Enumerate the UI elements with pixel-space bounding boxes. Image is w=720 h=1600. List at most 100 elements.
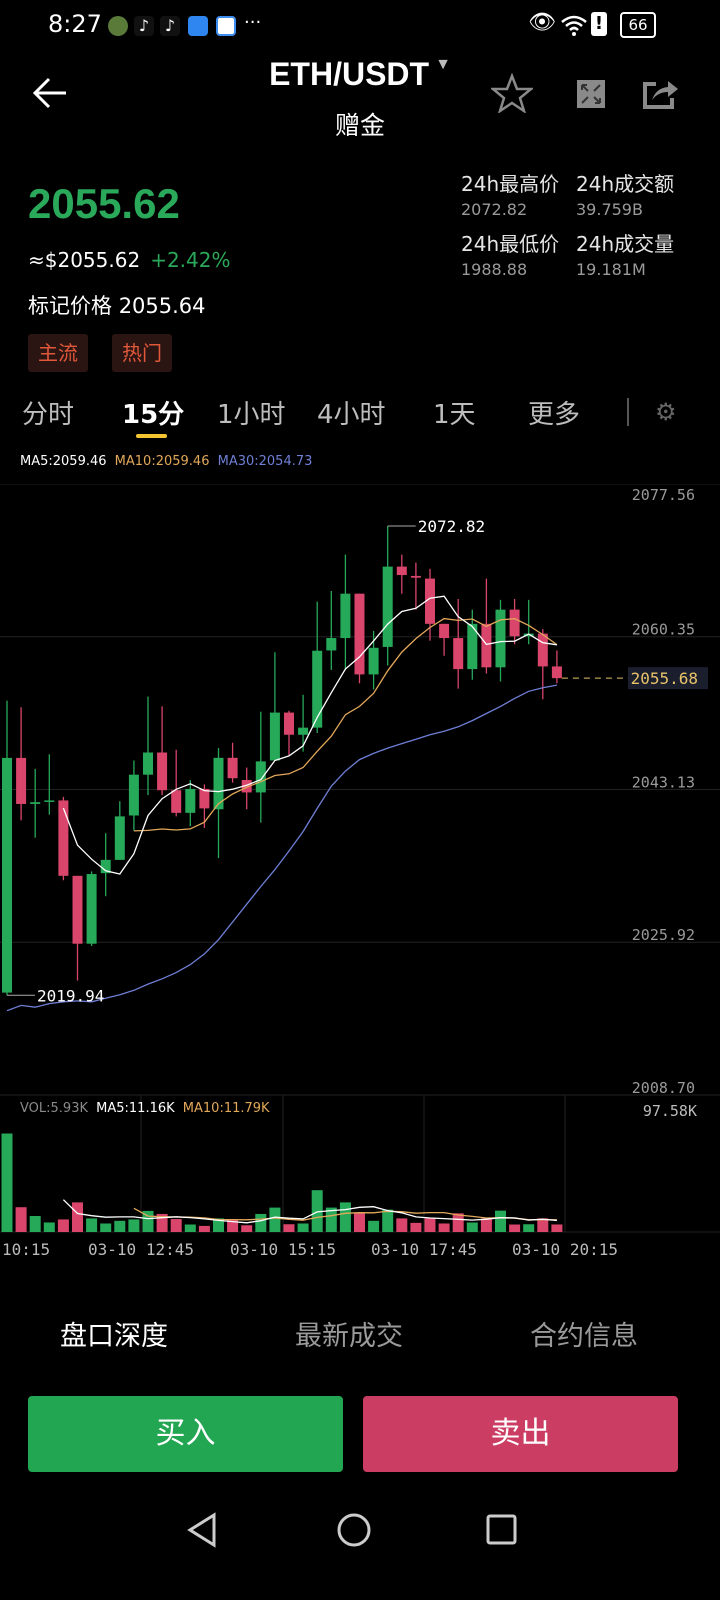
volume-bar — [269, 1207, 281, 1232]
candle-body — [340, 593, 351, 639]
stat-volume-label: 24h成交量 — [576, 232, 675, 256]
volume-legend: VOL:5.93K MA5:11.16K MA10:11.79K — [20, 1101, 270, 1116]
wifi-icon — [561, 15, 587, 36]
volume-bar — [466, 1222, 478, 1232]
candle-body — [171, 790, 182, 813]
volume-max-label: 97.58K — [643, 1102, 697, 1120]
back-arrow-icon[interactable] — [32, 76, 70, 110]
stat-low-value: 1988.88 — [461, 260, 528, 279]
battery-level: 66 — [628, 16, 648, 34]
candle-body — [227, 757, 238, 779]
stat-turnover-value: 39.759B — [576, 200, 643, 219]
tab-15m[interactable]: 15分 — [122, 400, 185, 430]
volume-bar — [495, 1210, 506, 1232]
tiktok-icon: ♪ — [160, 16, 180, 36]
candle-body — [284, 712, 294, 735]
last-price: 2055.62 — [28, 180, 180, 227]
back-triangle-icon[interactable] — [186, 1512, 218, 1548]
tab-order-book[interactable]: 盘口深度 — [60, 1321, 168, 1352]
caret-down-icon: ▼ — [435, 56, 451, 73]
candle-body — [58, 800, 69, 876]
sell-button[interactable]: 卖出 — [363, 1396, 678, 1472]
tab-1d[interactable]: 1天 — [433, 400, 476, 430]
volume-bar — [170, 1219, 182, 1232]
battery-icon: 66 — [620, 12, 656, 38]
candle-body — [241, 780, 252, 793]
candle-body — [523, 633, 534, 637]
tab-more[interactable]: 更多 — [528, 400, 581, 430]
page-title[interactable]: ETH/USDT ▼ — [0, 56, 720, 93]
home-circle-icon[interactable] — [336, 1512, 372, 1548]
recents-square-icon[interactable] — [486, 1514, 518, 1546]
mark-price: 2055.64 — [118, 294, 206, 318]
candle-body — [298, 727, 309, 735]
cloud-icon — [188, 16, 208, 36]
tab-timeline[interactable]: 分时 — [22, 400, 75, 430]
x-tick-label: 03-10 15:15 — [230, 1240, 336, 1259]
volume-bar — [198, 1225, 210, 1232]
stat-low-label: 24h最低价 — [461, 232, 560, 256]
candle-body — [312, 650, 323, 728]
volume-bar — [410, 1222, 422, 1232]
candle-body — [537, 633, 548, 667]
tiktok-icon: ♪ — [134, 16, 154, 36]
candle-body — [382, 566, 393, 647]
mark-price-row: 标记价格 2055.64 — [28, 290, 206, 320]
tab-latest-trades[interactable]: 最新成交 — [295, 1321, 403, 1352]
volume-bar — [480, 1218, 492, 1232]
volume-bar — [537, 1218, 549, 1232]
tab-divider — [627, 398, 629, 426]
candle-body — [509, 609, 520, 637]
volume-bar — [156, 1213, 168, 1232]
candle-body — [269, 712, 280, 761]
candle-body — [2, 757, 12, 993]
tag-mainstream[interactable]: 主流 — [28, 334, 88, 372]
volume-bar — [15, 1207, 27, 1232]
tab-4h[interactable]: 4小时 — [317, 400, 386, 430]
tab-1h[interactable]: 1小时 — [217, 400, 286, 430]
volume-bar — [72, 1202, 83, 1232]
volume-bar — [523, 1224, 535, 1232]
buy-button[interactable]: 买入 — [28, 1396, 343, 1472]
star-icon[interactable] — [491, 73, 533, 113]
vol-value: VOL:5.93K — [20, 1101, 88, 1116]
tab-contract-info[interactable]: 合约信息 — [530, 1321, 638, 1352]
candle-body — [453, 638, 464, 670]
volume-bar — [255, 1213, 267, 1232]
ma10-line — [133, 617, 558, 832]
volume-bar — [100, 1223, 112, 1232]
candle-body — [326, 638, 337, 651]
ma5-value: MA5:2059.46 — [20, 454, 107, 469]
status-bar: 8:27 ♪ ♪ ··· 👁 ! 66 — [0, 6, 720, 40]
volume-bar — [213, 1218, 224, 1232]
candle-body — [143, 752, 153, 775]
candlestick-chart[interactable]: 2077.56 2060.35 2043.13 2025.92 2008.70 2072.… — [0, 484, 720, 1264]
eye-icon: 👁 — [528, 10, 556, 35]
fullscreen-icon[interactable] — [576, 79, 606, 109]
vol-ma5-value: MA5:11.16K — [96, 1101, 175, 1116]
volume-bar — [438, 1223, 450, 1232]
status-time: 8:27 — [48, 10, 102, 38]
volume-bar — [29, 1215, 41, 1232]
avatar-app-icon — [108, 16, 128, 36]
high-price-label: 2072.82 — [418, 517, 485, 536]
stat-turnover-label: 24h成交额 — [576, 172, 675, 196]
vol-ma10-value: MA10:11.79K — [182, 1101, 270, 1116]
candle-body — [551, 666, 562, 679]
candle-body — [16, 757, 27, 804]
page-subtitle: 赠金 — [334, 111, 385, 140]
price-change: +2.42% — [150, 248, 231, 272]
volume-bar — [114, 1220, 126, 1232]
gear-icon[interactable]: ⚙ — [655, 398, 677, 426]
y-tick-label: 2077.56 — [632, 486, 695, 504]
volume-bar — [325, 1207, 337, 1232]
y-tick-label: 2043.13 — [632, 774, 695, 792]
candle-body — [467, 623, 478, 670]
volume-bar — [382, 1209, 394, 1232]
low-price-label: 2019.94 — [37, 986, 104, 1005]
volume-bar — [354, 1212, 365, 1232]
tag-hot[interactable]: 热门 — [112, 334, 172, 372]
x-tick-label: 03-10 12:45 — [88, 1240, 194, 1259]
stat-high-value: 2072.82 — [461, 200, 528, 219]
share-icon[interactable] — [642, 76, 680, 110]
